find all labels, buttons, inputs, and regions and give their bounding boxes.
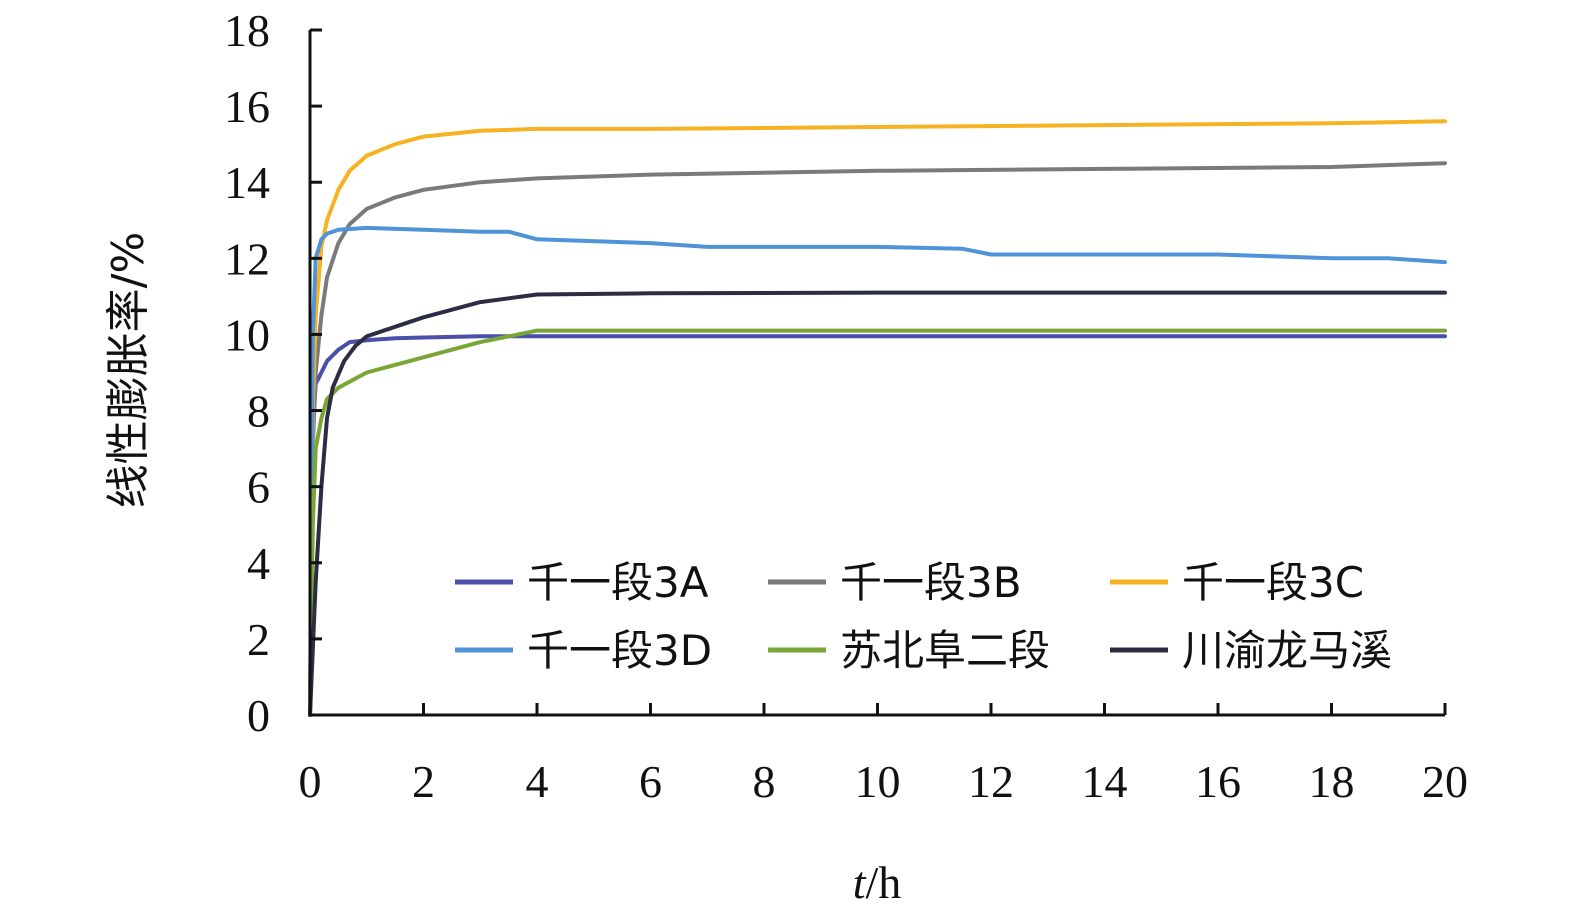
series-line-4 (308, 225, 1447, 717)
x-tick-label: 18 (1309, 756, 1355, 807)
y-tick-label: 4 (247, 538, 270, 589)
x-tick-label: 20 (1422, 756, 1468, 807)
x-tick-label: 6 (639, 756, 662, 807)
legend-label: 千一段3B (840, 558, 1022, 607)
legend-label: 千一段3C (1182, 558, 1364, 607)
y-tick-label: 14 (224, 157, 270, 208)
x-tick-label: 8 (753, 756, 776, 807)
series-line-6 (308, 290, 1447, 717)
y-tick-label: 8 (247, 386, 270, 437)
y-tick-label: 10 (224, 309, 270, 360)
legend-label: 千一段3A (527, 558, 709, 607)
x-tick-label: 14 (1082, 756, 1128, 807)
x-tick-label: 0 (299, 756, 322, 807)
x-tick-label: 2 (412, 756, 435, 807)
legend-label: 苏北阜二段 (840, 626, 1050, 675)
legend-label: 千一段3D (527, 626, 712, 675)
x-tick-label: 16 (1195, 756, 1241, 807)
legend: 千一段3A 千一段3B 千一段3C 千一段3D 苏北阜二段 川渝龙马溪 (455, 558, 1392, 675)
x-axis-title-italic: t (853, 857, 867, 908)
x-tick-label: 10 (855, 756, 901, 807)
y-tick-label: 18 (224, 5, 270, 56)
y-tick-label: 2 (247, 614, 270, 665)
series-line-5 (308, 328, 1447, 717)
x-tick-label: 12 (968, 756, 1014, 807)
y-axis-title: 线性膨胀率/% (103, 232, 154, 509)
y-tick-label: 0 (247, 690, 270, 741)
y-tick-label: 16 (224, 81, 270, 132)
x-tick-label: 4 (526, 756, 549, 807)
y-tick-label: 6 (247, 462, 270, 513)
x-axis-title-unit: /h (866, 857, 902, 908)
series-line-1 (308, 334, 1447, 717)
legend-label: 川渝龙马溪 (1182, 626, 1392, 675)
ticks-layer: 0 2 4 6 8 10 12 14 16 18 0 2 4 6 8 10 12 14 16 18 20 (224, 5, 1468, 807)
y-tick-label: 12 (224, 233, 270, 284)
series-line-3 (308, 119, 1447, 717)
x-axis-title: t/h (853, 857, 902, 908)
